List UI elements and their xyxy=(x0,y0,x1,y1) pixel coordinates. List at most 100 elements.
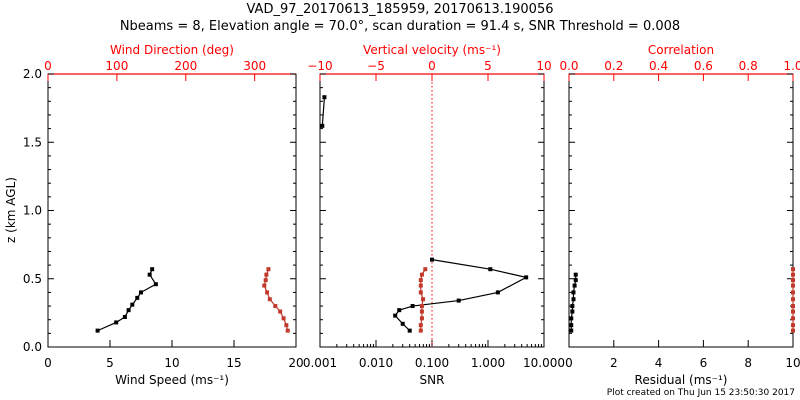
series-line xyxy=(570,274,577,331)
data-point xyxy=(571,297,576,302)
data-point xyxy=(130,302,135,307)
data-point xyxy=(569,323,574,328)
top-tick-label: 0.8 xyxy=(739,59,758,73)
y-axis-label: z (km AGL) xyxy=(4,177,18,243)
data-point xyxy=(573,278,578,283)
data-point xyxy=(791,278,795,283)
top-tick-label: 200 xyxy=(174,59,197,73)
x-tick-label: 10.000 xyxy=(523,356,565,370)
x-axis-label: Residual (ms⁻¹) xyxy=(635,373,728,387)
data-point xyxy=(393,313,398,318)
data-point xyxy=(419,304,424,309)
series-bottom xyxy=(95,267,158,333)
panel-residual: 0 2 4 6 8 10 0.0 0.2 0.4 0.6 0.8 1.0 Residual (ms⁻¹)… xyxy=(559,43,800,387)
data-point xyxy=(400,321,405,326)
series-top xyxy=(791,267,795,333)
data-point xyxy=(423,267,428,272)
data-point xyxy=(147,272,152,277)
top-axis-label: Wind Direction (deg) xyxy=(110,43,234,57)
series-bottom xyxy=(569,272,578,333)
x-tick-label: 1.000 xyxy=(471,356,505,370)
y-tick-label: 1.5 xyxy=(23,135,42,149)
x-tick-label: 5 xyxy=(106,356,114,370)
data-point xyxy=(397,308,402,313)
chart-subtitle: Nbeams = 8, Elevation angle = 70.0°, sca… xyxy=(119,19,681,34)
x-tick-label: 0 xyxy=(44,356,52,370)
data-point xyxy=(418,328,423,333)
data-point xyxy=(267,297,272,302)
data-point xyxy=(139,290,143,295)
data-point xyxy=(320,123,325,128)
series-line xyxy=(394,259,528,332)
data-point xyxy=(791,328,795,333)
x-tick-label: 0.010 xyxy=(359,356,393,370)
x-tick-label: 4 xyxy=(655,356,663,370)
x-tick-label: 0.100 xyxy=(415,356,449,370)
data-point xyxy=(265,290,270,295)
data-point xyxy=(281,316,286,321)
top-axis-label: Vertical velocity (ms⁻¹) xyxy=(363,43,501,57)
data-point xyxy=(150,267,155,272)
panel-snr: 0.001 0.010 0.100 1.000 10.000 −10 −5 0 5 10 SNR Ve… xyxy=(303,43,565,387)
x-tick-label: 6 xyxy=(700,356,708,370)
data-point xyxy=(495,290,500,295)
data-point xyxy=(418,323,423,328)
x-axis-label: SNR xyxy=(420,373,445,387)
data-point xyxy=(571,290,576,295)
x-tick-label: 10 xyxy=(164,356,179,370)
data-point xyxy=(114,320,119,325)
top-tick-label: 0 xyxy=(44,59,52,73)
series-line xyxy=(97,268,157,332)
data-point xyxy=(322,95,327,100)
data-point xyxy=(791,290,795,295)
data-point xyxy=(791,283,795,288)
top-tick-label: −10 xyxy=(307,59,332,73)
data-point xyxy=(791,323,795,328)
top-tick-label: 0.4 xyxy=(649,59,668,73)
data-point xyxy=(791,267,795,272)
data-point xyxy=(572,283,577,288)
data-point xyxy=(488,267,493,272)
y-tick-label: 2.0 xyxy=(23,67,42,81)
x-tick-label: 0.001 xyxy=(303,356,337,370)
top-tick-label: 0.6 xyxy=(694,59,713,73)
top-tick-label: 100 xyxy=(105,59,128,73)
x-tick-label: 2 xyxy=(610,356,618,370)
data-point xyxy=(419,272,424,277)
panel-frame xyxy=(47,73,297,348)
data-point xyxy=(570,309,575,314)
data-point xyxy=(791,297,795,302)
top-tick-label: 5 xyxy=(484,59,492,73)
data-point xyxy=(135,295,140,300)
data-point xyxy=(419,309,424,314)
top-tick-label: 1.0 xyxy=(783,59,800,73)
data-point xyxy=(153,282,158,287)
data-point xyxy=(570,304,575,309)
data-point xyxy=(95,328,100,333)
data-point xyxy=(418,290,423,295)
data-point xyxy=(791,316,795,321)
top-tick-label: 0.0 xyxy=(559,59,578,73)
footer-timestamp: Plot created on Thu Jun 15 23:50:30 2017 xyxy=(607,388,795,398)
top-tick-label: 0 xyxy=(428,59,436,73)
top-tick-label: 10 xyxy=(536,59,551,73)
data-point xyxy=(421,297,426,302)
data-point xyxy=(419,316,424,321)
series-top xyxy=(262,267,290,333)
data-point xyxy=(126,308,131,313)
data-point xyxy=(262,283,267,288)
series-top xyxy=(418,267,428,333)
data-point xyxy=(285,328,290,333)
data-point xyxy=(264,272,269,277)
chart-title: VAD_97_20170613_185959, 20170613.190056 xyxy=(246,2,554,17)
top-tick-label: 0.2 xyxy=(604,59,623,73)
data-point xyxy=(278,309,283,314)
data-point xyxy=(791,272,795,277)
x-tick-label: 15 xyxy=(226,356,241,370)
y-tick-label: 0.0 xyxy=(23,340,42,354)
x-axis-label: Wind Speed (ms⁻¹) xyxy=(115,373,229,387)
x-tick-label: 8 xyxy=(744,356,752,370)
data-point xyxy=(569,328,574,333)
top-tick-label: −5 xyxy=(367,59,385,73)
